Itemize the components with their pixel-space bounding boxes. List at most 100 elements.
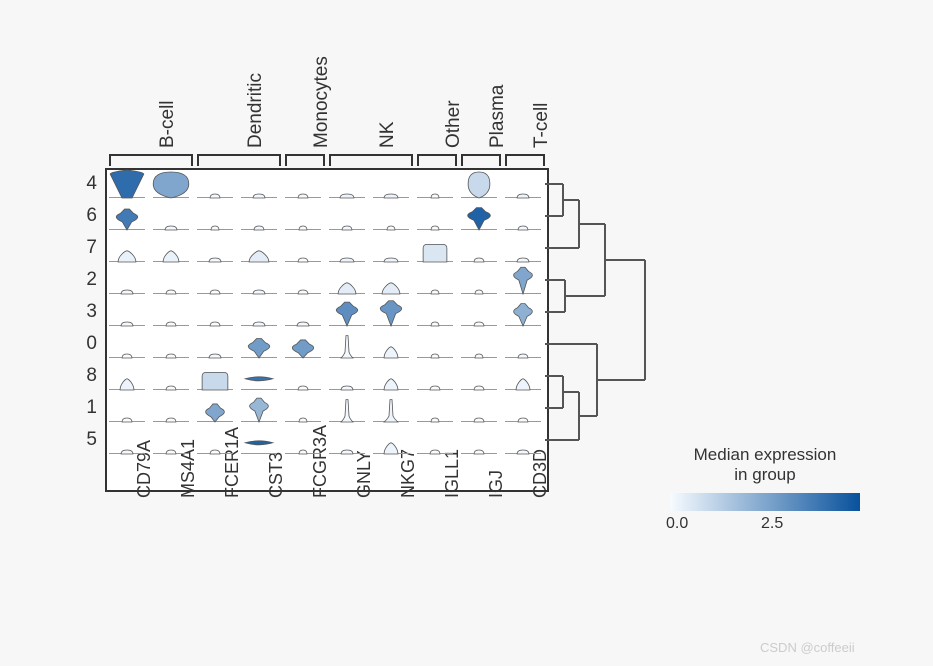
violin-shape: [325, 392, 369, 424]
gene-label: IGLL1: [442, 449, 463, 498]
group-label: T-cell: [531, 103, 553, 148]
violin-shape: [149, 328, 193, 360]
violin-shape: [457, 168, 501, 200]
violin-shape: [501, 360, 545, 392]
violin-shape: [193, 264, 237, 296]
violin-shape: [105, 296, 149, 328]
violin-shape: [105, 200, 149, 232]
violin-shape: [457, 392, 501, 424]
group-label: NK: [377, 122, 399, 148]
group-label: Monocytes: [311, 56, 333, 148]
violin-shape: [281, 264, 325, 296]
violin-shape: [413, 392, 457, 424]
row-label: 1: [57, 397, 97, 419]
violin-shape: [413, 424, 457, 456]
violin-shape: [193, 360, 237, 392]
legend-tick: 0.0: [666, 515, 688, 533]
row-label: 2: [57, 269, 97, 291]
violin-shape: [457, 424, 501, 456]
row-label: 3: [57, 301, 97, 323]
violin-shape: [501, 200, 545, 232]
violin-shape: [237, 392, 281, 424]
legend-tick: 2.5: [761, 515, 783, 533]
violin-shape: [281, 168, 325, 200]
violin-shape: [325, 424, 369, 456]
violin-shape: [149, 232, 193, 264]
dendrogram: [545, 168, 665, 508]
group-label: B-cell: [157, 100, 179, 148]
violin-shape: [281, 328, 325, 360]
violin-shape: [369, 392, 413, 424]
violin-shape: [501, 424, 545, 456]
group-bracket: [417, 154, 457, 166]
violin-shape: [105, 392, 149, 424]
row-label: 0: [57, 333, 97, 355]
violin-shape: [369, 168, 413, 200]
group-label: Dendritic: [245, 73, 267, 148]
violin-shape: [325, 360, 369, 392]
violin-shape: [413, 168, 457, 200]
group-label: Plasma: [487, 85, 509, 148]
violin-shape: [325, 296, 369, 328]
gene-label: GNLY: [354, 450, 375, 498]
violin-shape: [193, 392, 237, 424]
violin-shape: [325, 264, 369, 296]
violin-shape: [237, 264, 281, 296]
violin-shape: [413, 232, 457, 264]
violin-shape: [281, 360, 325, 392]
violin-shape: [501, 392, 545, 424]
violin-shape: [237, 328, 281, 360]
violin-shape: [413, 328, 457, 360]
violin-shape: [193, 424, 237, 456]
violin-shape: [457, 328, 501, 360]
violin-shape: [325, 200, 369, 232]
violin-shape: [413, 264, 457, 296]
violin-shape: [105, 424, 149, 456]
violin-shape: [193, 328, 237, 360]
violin-shape: [369, 360, 413, 392]
violin-shape: [457, 264, 501, 296]
gene-label: CST3: [266, 452, 287, 498]
row-label: 7: [57, 237, 97, 259]
violin-shape: [193, 232, 237, 264]
row-label: 4: [57, 173, 97, 195]
legend-title-line2: in group: [734, 465, 795, 484]
violin-shape: [369, 296, 413, 328]
violin-shape: [105, 232, 149, 264]
violin-shape: [457, 360, 501, 392]
violin-shape: [149, 168, 193, 200]
watermark: CSDN @coffeeii: [760, 640, 855, 655]
violin-shape: [325, 168, 369, 200]
violin-shape: [149, 360, 193, 392]
violin-shape: [501, 296, 545, 328]
violin-shape: [325, 232, 369, 264]
group-bracket: [285, 154, 325, 166]
violin-shape: [281, 296, 325, 328]
gene-label: IGJ: [486, 470, 507, 498]
violin-shape: [105, 328, 149, 360]
group-bracket: [461, 154, 501, 166]
violin-shape: [149, 296, 193, 328]
violin-shape: [105, 360, 149, 392]
violin-shape: [369, 232, 413, 264]
violin-shape: [149, 424, 193, 456]
gene-label: NKG7: [398, 449, 419, 498]
violin-shape: [281, 232, 325, 264]
violin-shape: [281, 424, 325, 456]
violin-shape: [193, 168, 237, 200]
violin-shape: [149, 264, 193, 296]
legend-title-line1: Median expression: [694, 445, 837, 464]
violin-shape: [105, 168, 149, 200]
group-bracket: [505, 154, 545, 166]
violin-shape: [457, 232, 501, 264]
violin-shape: [457, 200, 501, 232]
violin-shape: [457, 296, 501, 328]
group-bracket: [109, 154, 193, 166]
violin-shape: [325, 328, 369, 360]
violin-shape: [237, 232, 281, 264]
violin-shape: [281, 392, 325, 424]
violin-shape: [501, 264, 545, 296]
row-label: 8: [57, 365, 97, 387]
violin-shape: [149, 200, 193, 232]
violin-shape: [369, 424, 413, 456]
